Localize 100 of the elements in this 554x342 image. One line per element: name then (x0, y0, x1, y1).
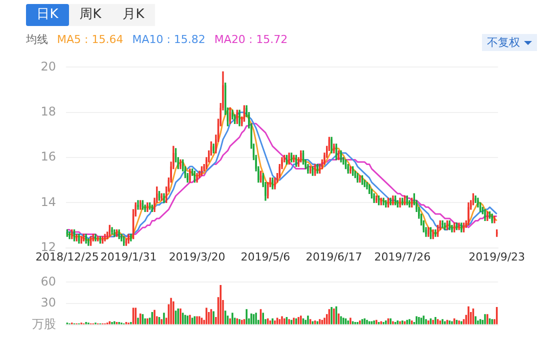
candlestick (444, 222, 446, 230)
candlestick (479, 202, 482, 212)
candlestick (496, 229, 498, 237)
legend-title: 均线 (26, 33, 48, 46)
x-tick-label: 2019/3/20 (168, 250, 226, 264)
candlestick (316, 164, 318, 174)
candlestick (491, 214, 493, 224)
candlestick (352, 166, 354, 176)
x-tick-label: 2019/5/6 (240, 250, 290, 264)
text: 周K (69, 4, 112, 26)
candlestick (116, 229, 118, 237)
candlestick (448, 220, 450, 230)
candlestick (76, 234, 78, 242)
candlestick (442, 220, 444, 228)
text: 日K (26, 4, 69, 26)
candlestick (94, 234, 96, 242)
candlestick (189, 168, 191, 183)
candlestick (382, 198, 384, 206)
candlestick (288, 152, 290, 165)
text: MA5 : 15.64 (57, 33, 124, 46)
candlestick (295, 154, 297, 167)
candlestick (432, 229, 434, 240)
x-tick-label: 2019/6/17 (306, 250, 362, 264)
candlestick (158, 191, 160, 201)
candlestick (118, 229, 120, 240)
candlestick (123, 236, 125, 246)
text: 不复权 (487, 35, 520, 51)
candlestick (394, 196, 396, 206)
candlestick (111, 227, 113, 235)
candlestick (458, 222, 460, 230)
x-tick-label: 2019/1/31 (100, 250, 157, 264)
candlestick (137, 200, 139, 210)
y-tick-label: 16 (40, 150, 56, 164)
y-tick-label: 18 (40, 104, 56, 118)
candlestick (333, 144, 335, 154)
candlestick (350, 166, 352, 174)
candlestick (90, 236, 92, 246)
candlestick (146, 202, 148, 212)
candlestick (142, 200, 144, 210)
candlestick (130, 234, 132, 242)
candlestick (460, 222, 462, 232)
candlestick (125, 238, 128, 246)
y-tick-label: 60 (40, 274, 56, 288)
candlestick (399, 198, 401, 208)
candlestick (140, 200, 142, 210)
candlestick (151, 204, 153, 212)
candlestick (85, 234, 87, 244)
candlestick (238, 110, 240, 126)
x-tick-label: 2019/9/23 (468, 250, 526, 264)
candlestick (196, 172, 198, 183)
candlestick (406, 196, 408, 206)
candlestick (108, 224, 110, 237)
candlestick (344, 159, 347, 170)
candlestick (411, 198, 413, 208)
candlestick (180, 159, 182, 170)
candlestick (428, 227, 430, 237)
candlestick (272, 177, 274, 190)
y-tick-label: 30 (40, 296, 56, 310)
candlestick (236, 110, 238, 124)
candlestick (163, 193, 165, 203)
candlestick (260, 170, 262, 183)
candlestick (82, 234, 85, 242)
candlestick (88, 238, 90, 246)
y-tick-label: 14 (40, 194, 56, 209)
candlestick (229, 108, 231, 124)
candlestick (434, 229, 436, 237)
candlestick (456, 222, 458, 230)
candlestick (114, 229, 116, 237)
candlestick (314, 164, 316, 176)
candlestick (494, 216, 496, 224)
candlestick (274, 177, 276, 190)
text: MA20 : 15.72 (214, 33, 288, 46)
candlestick (404, 196, 406, 206)
candlestick (71, 229, 73, 240)
candlestick (78, 234, 80, 244)
candlestick (430, 227, 432, 240)
candlestick (200, 166, 203, 176)
candlestick (436, 224, 439, 237)
candlestick (378, 196, 380, 206)
candlestick (290, 152, 292, 162)
candlestick (373, 193, 375, 203)
candlestick (462, 222, 465, 232)
candlestick (68, 232, 70, 240)
candlestick (307, 164, 309, 174)
candlestick (234, 114, 236, 124)
candlestick (347, 164, 349, 174)
candlestick (446, 220, 448, 230)
x-tick-label: 2019/7/26 (374, 250, 431, 264)
candlestick (361, 175, 364, 185)
candlestick (356, 172, 358, 183)
candlestick (392, 196, 394, 206)
candlestick (318, 164, 321, 174)
candlestick (385, 200, 387, 208)
candlestick (486, 211, 488, 222)
candlestick (338, 150, 340, 160)
candlestick (312, 166, 314, 176)
text: MA10 : 15.82 (132, 33, 206, 46)
candlestick (73, 229, 76, 242)
candlestick (330, 136, 332, 154)
y-tick-label: 20 (40, 59, 56, 74)
